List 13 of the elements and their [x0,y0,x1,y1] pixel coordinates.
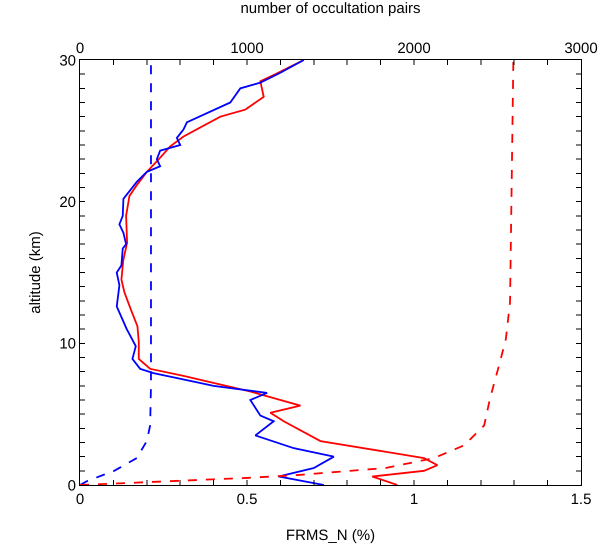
x2-tick-label: 2000 [397,40,431,57]
x-tick-label: 1 [410,491,418,508]
y-axis-title: altitude (km) [27,231,44,314]
x2-tick-label: 3000 [564,40,598,57]
x-tick-label: 1.5 [570,491,592,508]
y-tick-label: 10 [59,336,76,353]
y-tick-label: 30 [59,52,76,70]
x-axis-title: FRMS_N (%) [286,527,376,544]
y-tick-label: 0 [68,477,76,494]
x2-tick-label: 1000 [230,40,264,57]
x-tick-label: 0.5 [236,491,258,508]
x2-axis-title: number of occultation pairs [240,0,421,17]
y-tick-label: 20 [59,194,76,211]
